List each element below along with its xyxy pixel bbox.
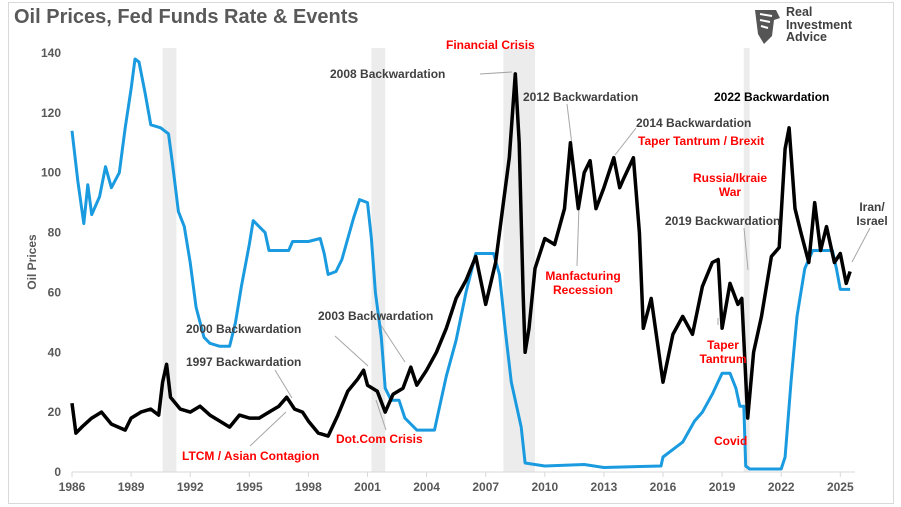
y-tick-label: 100	[41, 166, 61, 180]
leader-line	[379, 323, 406, 363]
annotation-russia-war: Russia/Ikraie War	[692, 171, 768, 199]
logo-text: Real Investment Advice	[786, 5, 852, 44]
series-line-oil	[70, 72, 852, 438]
y-tick-label: 140	[41, 46, 61, 60]
annotation-2014-backwardation: 2014 Backwardation	[636, 116, 752, 130]
annotation-manufacturing-recession: Manfacturing Recession	[545, 269, 621, 297]
x-tick-label: 2007	[472, 480, 499, 494]
annotation-taper-brexit: Taper Tantrum / Brexit	[638, 134, 765, 148]
leader-line	[334, 335, 369, 367]
series-line-blue	[70, 57, 851, 471]
annotation-2022-backwardation: 2022 Backwardation	[714, 90, 830, 104]
y-tick-label: 60	[48, 285, 62, 299]
y-tick-label: 80	[48, 226, 62, 240]
annotation-dotcom-crisis: Dot.Com Crisis	[336, 432, 423, 446]
annotation-iran-israel: Iran/ Israel	[856, 200, 888, 228]
x-tick-label: 1992	[177, 480, 204, 494]
y-tick-label: 40	[48, 345, 62, 359]
leader-line	[576, 205, 580, 267]
x-tick-label: 2004	[413, 480, 440, 494]
x-tick-label: 1989	[118, 480, 145, 494]
annotation-covid: Covid	[714, 434, 748, 448]
x-tick-label: 1995	[236, 480, 263, 494]
x-tick-label: 2001	[354, 480, 381, 494]
x-tick-label: 2010	[531, 480, 558, 494]
recession-shading	[503, 48, 535, 472]
y-tick-label: 20	[48, 405, 62, 419]
chart-frame	[8, 2, 894, 504]
eagle-shield-icon	[755, 10, 780, 44]
logo: Real Investment Advice	[752, 6, 892, 50]
x-tick-label: 1986	[59, 480, 86, 494]
recession-shading	[162, 48, 177, 472]
annotation-1997-backwardation: 1997 Backwardation	[186, 355, 302, 369]
leader-line	[566, 103, 573, 146]
annotation-financial-crisis: Financial Crisis	[446, 38, 535, 52]
leader-line	[743, 227, 749, 271]
x-tick-label: 2013	[591, 480, 618, 494]
annotation-ltcm: LTCM / Asian Contagion	[182, 449, 320, 463]
y-tick-label: 120	[41, 106, 61, 120]
y-tick-label: 0	[54, 465, 61, 479]
recession-shading	[371, 48, 386, 472]
x-tick-label: 2019	[709, 480, 736, 494]
chart-title: Oil Prices, Fed Funds Rate & Events	[14, 6, 359, 28]
leader-line	[274, 369, 293, 399]
y-axis-label: Oil Prices	[25, 234, 39, 290]
leader-line	[479, 71, 513, 75]
annotation-2003-backwardation: 2003 Backwardation	[318, 309, 434, 323]
leader-line	[249, 411, 287, 447]
x-tick-label: 2025	[827, 480, 854, 494]
x-tick-label: 2016	[650, 480, 677, 494]
leader-line	[614, 127, 637, 156]
leader-line	[851, 227, 871, 263]
annotation-taper-tantrum: Taper Tantrum	[699, 338, 747, 366]
leader-line	[375, 399, 387, 431]
annotation-2008-backwardation: 2008 Backwardation	[330, 67, 446, 81]
annotation-2000-backwardation: 2000 Backwardation	[186, 322, 302, 336]
annotation-2019-backwardation: 2019 Backwardation	[665, 214, 781, 228]
x-tick-label: 1998	[295, 480, 322, 494]
x-tick-label: 2022	[768, 480, 795, 494]
annotation-2012-backwardation: 2012 Backwardation	[523, 90, 639, 104]
